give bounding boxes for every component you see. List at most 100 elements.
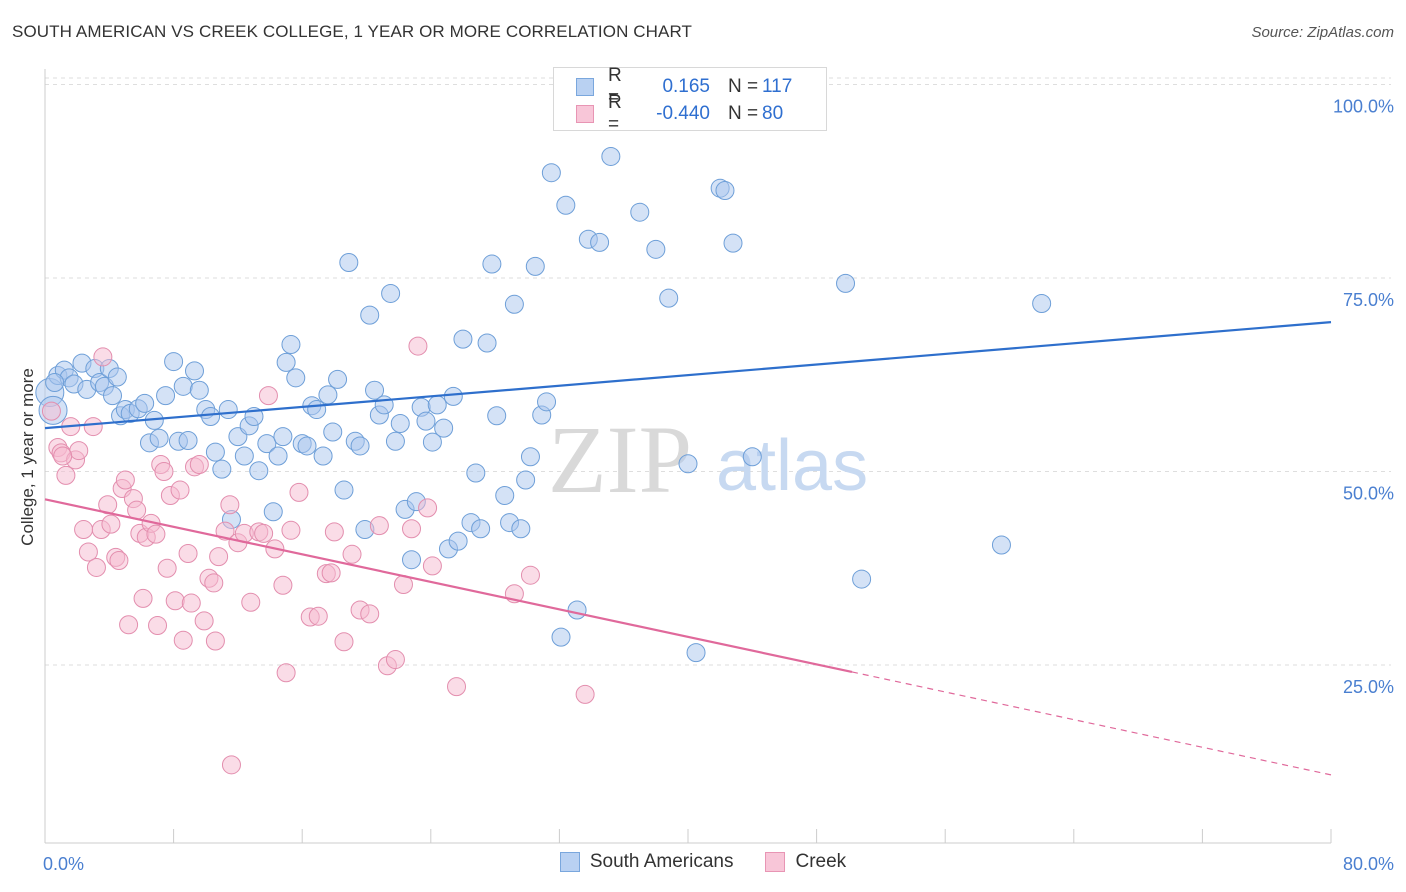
data-point — [281, 520, 301, 540]
data-point — [991, 535, 1011, 555]
data-point — [360, 604, 380, 624]
data-point — [281, 335, 301, 355]
data-point — [742, 447, 762, 467]
data-point — [135, 393, 155, 413]
data-point — [215, 521, 235, 541]
data-point — [418, 498, 438, 518]
trend-line-extension — [851, 671, 1332, 776]
data-point — [390, 413, 410, 433]
watermark: ZIP atlas — [548, 406, 868, 513]
data-point — [146, 524, 166, 544]
data-point — [520, 447, 540, 467]
data-point — [86, 557, 106, 577]
data-point — [273, 427, 293, 447]
data-point — [385, 650, 405, 670]
data-point — [154, 461, 174, 481]
data-point — [165, 591, 185, 611]
data-point — [422, 556, 442, 576]
creek-legend-swatch — [765, 852, 786, 872]
data-point — [590, 232, 610, 252]
data-point — [422, 432, 442, 452]
data-point — [659, 288, 679, 308]
y-tick-label: 25.0% — [1343, 677, 1394, 697]
chart-title: SOUTH AMERICAN VS CREEK COLLEGE, 1 YEAR … — [12, 22, 693, 41]
series-legend: South Americans Creek — [0, 851, 1406, 873]
data-point — [318, 385, 338, 405]
data-point — [504, 294, 524, 314]
n-value: 117 — [762, 76, 793, 97]
data-point — [321, 563, 341, 583]
data-point — [402, 519, 422, 539]
data-point — [78, 542, 98, 562]
r-label: R = — [608, 65, 622, 108]
data-point — [511, 519, 531, 539]
data-point — [201, 407, 221, 427]
data-point — [178, 544, 198, 564]
series-creek — [41, 336, 595, 775]
data-point — [178, 431, 198, 451]
r-value: 0.165 — [662, 76, 710, 97]
y-tick-label: 50.0% — [1343, 483, 1394, 503]
data-point — [205, 442, 225, 462]
data-point — [477, 333, 497, 353]
trend-line-creek — [44, 498, 853, 674]
data-point — [148, 616, 168, 636]
data-point — [273, 575, 293, 595]
data-point — [427, 395, 447, 415]
trend-lines — [44, 321, 1332, 776]
data-point — [101, 514, 121, 534]
data-point — [189, 455, 209, 475]
legend-item-south-americans[interactable]: South Americans — [559, 851, 734, 873]
data-point — [466, 463, 486, 483]
data-point — [109, 550, 129, 570]
data-point — [115, 470, 135, 490]
r-label: R = — [608, 92, 622, 135]
watermark-zip: ZIP — [548, 406, 692, 513]
y-tick-label: 100.0% — [1333, 96, 1394, 116]
data-point — [434, 418, 454, 438]
legend-row-creek: R = -0.440 N = 80 — [576, 92, 783, 135]
data-point — [173, 630, 193, 650]
legend-row-south-americans: R = 0.165 N = 117 — [576, 65, 793, 108]
data-point — [308, 606, 328, 626]
data-point — [173, 376, 193, 396]
legend-item-creek[interactable]: Creek — [765, 851, 846, 873]
data-point — [268, 446, 288, 466]
data-point — [56, 465, 76, 485]
data-point — [715, 181, 735, 201]
data-point — [258, 386, 278, 406]
data-point — [416, 411, 436, 431]
data-point — [360, 305, 380, 325]
data-point — [218, 400, 238, 420]
data-point — [41, 401, 61, 421]
data-point — [297, 436, 317, 456]
data-point — [220, 495, 240, 515]
data-point — [443, 386, 463, 406]
tick-labels: 25.0% 50.0% 75.0% 100.0% 0.0% 80.0% — [43, 96, 1394, 874]
data-point — [525, 256, 545, 276]
data-point — [447, 677, 467, 697]
data-point — [339, 253, 359, 272]
data-point — [181, 593, 201, 613]
legend-label-south-americans: South Americans — [589, 851, 734, 872]
data-point — [448, 531, 468, 551]
data-point — [646, 239, 666, 259]
x-tick-label-max: 80.0% — [1343, 854, 1394, 874]
trend-line-south-americans — [44, 321, 1332, 430]
data-point — [164, 352, 184, 372]
data-point — [194, 611, 214, 631]
data-point — [119, 615, 139, 635]
data-point — [575, 684, 595, 704]
source-label: Source: ZipAtlas.com — [1251, 24, 1394, 41]
data-point — [381, 283, 401, 303]
data-point — [487, 406, 507, 426]
data-point — [276, 352, 296, 372]
data-point — [286, 368, 306, 388]
data-point — [313, 446, 333, 466]
data-point — [402, 550, 422, 570]
data-point — [83, 417, 103, 437]
data-point — [334, 632, 354, 652]
legend-label-creek: Creek — [795, 851, 847, 872]
data-point — [307, 400, 327, 420]
